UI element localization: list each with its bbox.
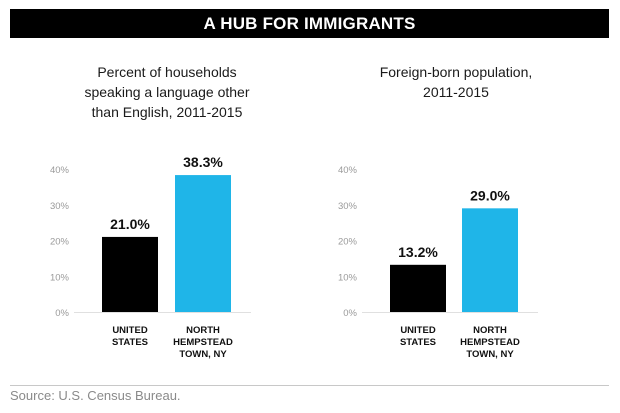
chart-2-category-label: UNITED <box>400 325 436 336</box>
chart-1-value-label: 38.3% <box>183 154 223 170</box>
chart-1-y-tick-label: 0% <box>55 308 69 319</box>
chart-2-category-label: TOWN, NY <box>466 349 514 360</box>
chart-1-bar-united-states <box>102 236 158 312</box>
chart-1-y-tick-label: 20% <box>50 237 70 248</box>
chart-1-category-label: UNITED <box>112 325 148 336</box>
chart-1-y-tick-label: 10% <box>50 272 70 283</box>
chart-2-bar-united-states <box>390 264 446 312</box>
chart-1-category-label: HEMPSTEAD <box>173 337 233 348</box>
chart-2-title-line: 2011-2015 <box>423 84 489 100</box>
chart-2-category-label: HEMPSTEAD <box>460 337 520 348</box>
chart-1-title-line: than English, 2011-2015 <box>92 104 243 120</box>
chart-2-bar-north-hempstead <box>462 208 518 312</box>
chart-1-y-tick-label: 30% <box>50 201 70 212</box>
chart-1-title-line: speaking a language other <box>84 84 249 100</box>
chart-2-y-tick-label: 20% <box>338 237 358 248</box>
chart-1-y-tick-label: 40% <box>50 165 70 176</box>
chart-2-title-line: Foreign-born population, <box>380 64 533 80</box>
chart-1-title-line: Percent of households <box>97 64 236 80</box>
chart-1-bar-north-hempstead <box>175 175 231 312</box>
chart-2-category-label: STATES <box>400 337 436 348</box>
chart-1-value-label: 21.0% <box>110 216 150 232</box>
chart-1-category-label: NORTH <box>186 325 220 336</box>
chart-2-y-tick-label: 30% <box>338 201 358 212</box>
chart-banner-title: A HUB FOR IMMIGRANTS <box>10 9 609 38</box>
chart-2-y-tick-label: 40% <box>338 165 358 176</box>
footer-divider <box>10 385 609 386</box>
chart-2-y-tick-label: 10% <box>338 272 358 283</box>
chart-1-category-label: STATES <box>112 337 148 348</box>
source-note: Source: U.S. Census Bureau. <box>10 388 181 403</box>
chart-2-value-label: 29.0% <box>470 187 510 203</box>
chart-1-category-label: TOWN, NY <box>179 349 227 360</box>
chart-2-y-tick-label: 0% <box>343 308 357 319</box>
chart-2-category-label: NORTH <box>473 325 507 336</box>
chart-2-value-label: 13.2% <box>398 244 438 260</box>
